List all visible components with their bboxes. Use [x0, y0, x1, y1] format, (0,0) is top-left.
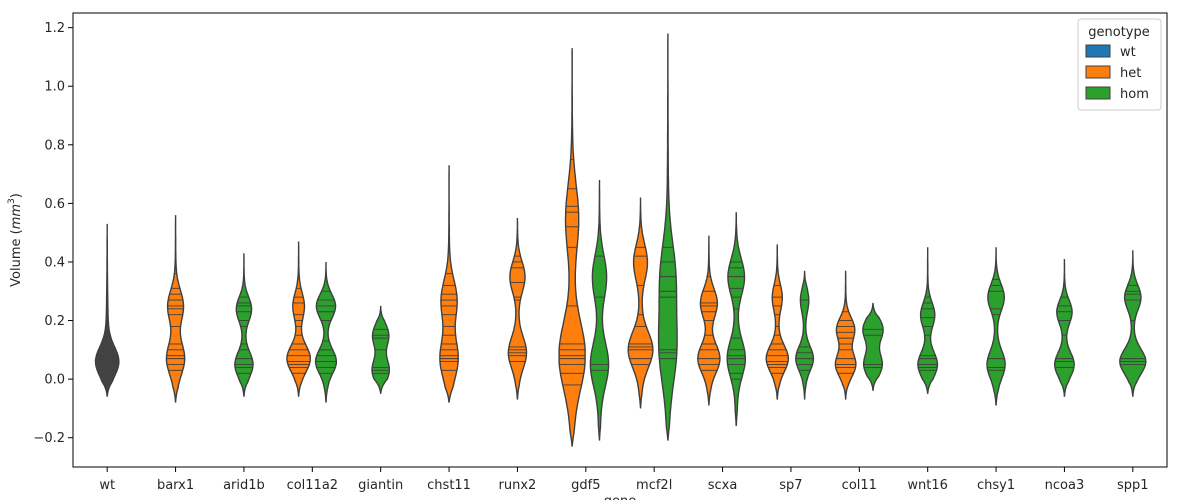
legend: genotype wt het hom: [1077, 18, 1162, 111]
x-tick-label: spp1: [1117, 478, 1149, 493]
violin-body: [1119, 250, 1147, 397]
violin-body: [507, 218, 528, 400]
x-tick-label: ncoa3: [1045, 478, 1085, 493]
y-axis: −0.2 0.0 0.2 0.4 0.6 0.8 1.0 1.2: [33, 21, 73, 446]
y-tick-label: 0.6: [44, 197, 65, 212]
x-tick-label: runx2: [499, 478, 537, 493]
legend-title: genotype: [1088, 25, 1149, 40]
violin-body: [765, 244, 789, 400]
violin-layer: [94, 33, 1147, 447]
x-tick-label: mcf2l: [636, 478, 672, 493]
legend-swatch: [1085, 44, 1111, 58]
violin-body: [94, 223, 120, 397]
violin-body: [795, 270, 815, 400]
y-axis-title: Volume (mm3): [7, 193, 24, 287]
x-tick-label: giantin: [358, 478, 403, 493]
violin-body: [862, 302, 884, 391]
x-tick-label: gdf5: [571, 478, 600, 493]
x-tick-label: col11: [842, 478, 877, 493]
legend-swatch: [1085, 65, 1111, 79]
x-tick-label: barx1: [157, 478, 194, 493]
violin-body: [726, 212, 746, 427]
x-tick-label: chsy1: [977, 478, 1015, 493]
legend-label: wt: [1120, 45, 1136, 60]
violin-body: [589, 180, 610, 441]
violin-body: [657, 33, 678, 441]
x-axis: wt barx1 arid1b col11a2 giantin chst11 runx2 gd…: [99, 467, 1149, 493]
x-tick-label: arid1b: [223, 478, 265, 493]
violin-body: [234, 253, 254, 397]
legend-swatch: [1085, 86, 1111, 100]
y-tick-label: 0.0: [44, 373, 65, 388]
x-tick-label: wt: [99, 478, 115, 493]
x-tick-label: chst11: [427, 478, 471, 493]
violin-body: [986, 247, 1006, 406]
x-tick-label: scxa: [708, 478, 738, 493]
y-tick-label: 0.2: [44, 314, 65, 329]
y-tick-label: 1.2: [44, 21, 65, 36]
x-tick-label: sp7: [779, 478, 802, 493]
x-axis-title: gene: [604, 494, 637, 500]
violin-body: [917, 247, 939, 394]
x-tick-label: wnt16: [907, 478, 948, 493]
violin-body: [627, 197, 654, 409]
y-tick-label: 0.4: [44, 255, 65, 270]
violin-body: [834, 270, 857, 400]
y-tick-label: 1.0: [44, 80, 65, 95]
violin-body: [286, 241, 311, 397]
y-tick-label: −0.2: [33, 431, 65, 446]
legend-label: het: [1120, 66, 1141, 81]
plot-frame: [72, 12, 1168, 468]
violin-body: [314, 262, 338, 403]
violin-body: [1053, 259, 1075, 397]
legend-label: hom: [1120, 87, 1149, 102]
y-tick-label: 0.8: [44, 138, 65, 153]
x-tick-label: col11a2: [287, 478, 339, 493]
violin-body: [439, 165, 459, 403]
